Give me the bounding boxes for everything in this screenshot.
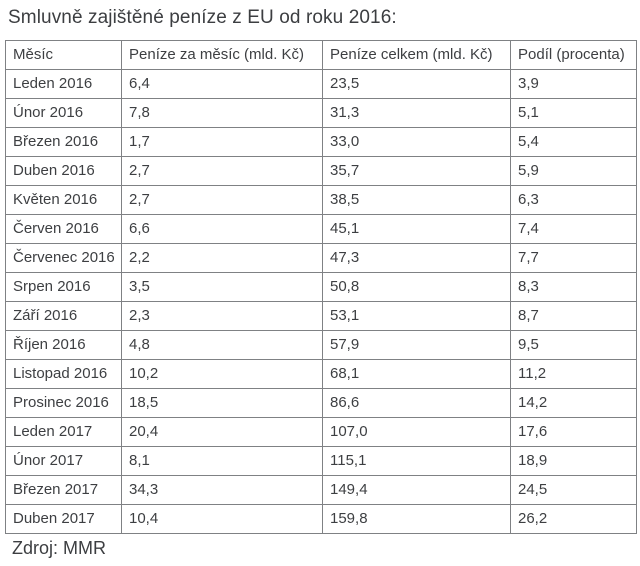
table-cell: 10,2: [121, 359, 323, 389]
table-cell: 7,7: [510, 243, 637, 273]
table-cell: 7,8: [121, 98, 323, 128]
table-cell: 14,2: [510, 388, 637, 418]
table-cell: 31,3: [322, 98, 511, 128]
table-cell: Leden 2017: [5, 417, 122, 447]
table-cell: Únor 2016: [5, 98, 122, 128]
table-cell: 50,8: [322, 272, 511, 302]
table-row: Leden 2017 20,4 107,0 17,6: [5, 417, 637, 447]
table-row: Březen 2017 34,3 149,4 24,5: [5, 475, 637, 505]
table-cell: Leden 2016: [5, 69, 122, 99]
table-cell: 2,2: [121, 243, 323, 273]
table-row: Únor 2017 8,1 115,1 18,9: [5, 446, 637, 476]
column-header-month: Měsíc: [5, 40, 122, 70]
table-cell: Únor 2017: [5, 446, 122, 476]
column-header-money-per-month: Peníze za měsíc (mld. Kč): [121, 40, 323, 70]
table-cell: 6,3: [510, 185, 637, 215]
table-cell: 5,4: [510, 127, 637, 157]
table-row: Říjen 2016 4,8 57,9 9,5: [5, 330, 637, 360]
column-header-share: Podíl (procenta): [510, 40, 637, 70]
table-cell: 35,7: [322, 156, 511, 186]
table-cell: 7,4: [510, 214, 637, 244]
table-cell: 47,3: [322, 243, 511, 273]
table-row: Duben 2017 10,4 159,8 26,2: [5, 504, 637, 534]
table-cell: 11,2: [510, 359, 637, 389]
table-cell: 115,1: [322, 446, 511, 476]
table-cell: 3,9: [510, 69, 637, 99]
table-cell: 9,5: [510, 330, 637, 360]
table-cell: 5,9: [510, 156, 637, 186]
table-row: Březen 2016 1,7 33,0 5,4: [5, 127, 637, 157]
table-header-row: Měsíc Peníze za měsíc (mld. Kč) Peníze c…: [5, 40, 637, 70]
table-cell: 107,0: [322, 417, 511, 447]
source-label: Zdroj: MMR: [12, 538, 106, 558]
table-cell: 8,1: [121, 446, 323, 476]
table-cell: Listopad 2016: [5, 359, 122, 389]
table-row: Únor 2016 7,8 31,3 5,1: [5, 98, 637, 128]
table-cell: 149,4: [322, 475, 511, 505]
table-cell: 2,3: [121, 301, 323, 331]
table-row: Květen 2016 2,7 38,5 6,3: [5, 185, 637, 215]
table-cell: 33,0: [322, 127, 511, 157]
table-cell: 17,6: [510, 417, 637, 447]
table-cell: 8,3: [510, 272, 637, 302]
table-cell: 45,1: [322, 214, 511, 244]
table-cell: 6,4: [121, 69, 323, 99]
table-row: Srpen 2016 3,5 50,8 8,3: [5, 272, 637, 302]
table-row: Prosinec 2016 18,5 86,6 14,2: [5, 388, 637, 418]
table-cell: 2,7: [121, 156, 323, 186]
table-cell: Říjen 2016: [5, 330, 122, 360]
table-cell: 3,5: [121, 272, 323, 302]
table-cell: 5,1: [510, 98, 637, 128]
table-cell: 34,3: [121, 475, 323, 505]
table-cell: 2,7: [121, 185, 323, 215]
table-cell: 24,5: [510, 475, 637, 505]
table-cell: Září 2016: [5, 301, 122, 331]
table-cell: Duben 2016: [5, 156, 122, 186]
table-header: Měsíc Peníze za měsíc (mld. Kč) Peníze c…: [5, 40, 637, 70]
table-row: Listopad 2016 10,2 68,1 11,2: [5, 359, 637, 389]
table-cell: 53,1: [322, 301, 511, 331]
table-cell: Červenec 2016: [5, 243, 122, 273]
table-cell: 57,9: [322, 330, 511, 360]
table-cell: 23,5: [322, 69, 511, 99]
table-cell: Prosinec 2016: [5, 388, 122, 418]
table-cell: Červen 2016: [5, 214, 122, 244]
table-cell: Březen 2016: [5, 127, 122, 157]
table-cell: Květen 2016: [5, 185, 122, 215]
table-cell: 8,7: [510, 301, 637, 331]
table-cell: Duben 2017: [5, 504, 122, 534]
page-title: Smluvně zajištěné peníze z EU od roku 20…: [8, 7, 397, 28]
table-cell: 38,5: [322, 185, 511, 215]
table-cell: 20,4: [121, 417, 323, 447]
table-cell: 10,4: [121, 504, 323, 534]
table-cell: 26,2: [510, 504, 637, 534]
table-cell: Březen 2017: [5, 475, 122, 505]
table-cell: 68,1: [322, 359, 511, 389]
table-row: Červen 2016 6,6 45,1 7,4: [5, 214, 637, 244]
table-row: Září 2016 2,3 53,1 8,7: [5, 301, 637, 331]
table-row: Červenec 2016 2,2 47,3 7,7: [5, 243, 637, 273]
table-cell: 4,8: [121, 330, 323, 360]
table-cell: 1,7: [121, 127, 323, 157]
eu-money-table: Měsíc Peníze za měsíc (mld. Kč) Peníze c…: [5, 40, 637, 534]
column-header-money-total: Peníze celkem (mld. Kč): [322, 40, 511, 70]
table-body: Leden 2016 6,4 23,5 3,9 Únor 2016 7,8 31,3 5,1 B…: [5, 69, 637, 534]
table-cell: 18,9: [510, 446, 637, 476]
table-cell: 159,8: [322, 504, 511, 534]
table-cell: Srpen 2016: [5, 272, 122, 302]
table-row: Duben 2016 2,7 35,7 5,9: [5, 156, 637, 186]
table-cell: 86,6: [322, 388, 511, 418]
table-row: Leden 2016 6,4 23,5 3,9: [5, 69, 637, 99]
table-cell: 18,5: [121, 388, 323, 418]
table-cell: 6,6: [121, 214, 323, 244]
